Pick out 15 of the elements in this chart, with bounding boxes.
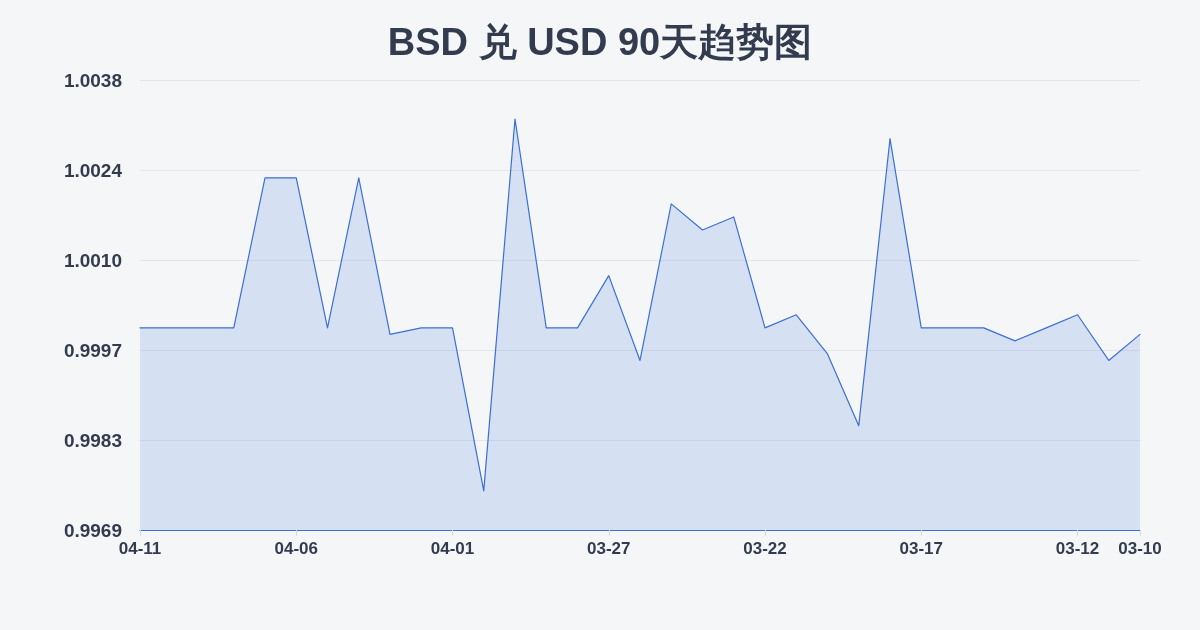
- y-tick-label: 0.9983: [63, 429, 122, 451]
- y-tick-label: 1.0010: [63, 249, 122, 271]
- chart-title: BSD 兑 USD 90天趋势图: [387, 21, 813, 63]
- y-tick-label: 0.9997: [63, 339, 122, 361]
- y-tick-label: 1.0024: [63, 159, 123, 181]
- x-tick-label: 03-10: [1118, 539, 1162, 558]
- x-tick-label: 03-22: [743, 539, 787, 558]
- x-tick-label: 04-06: [274, 539, 318, 558]
- x-tick-label: 03-17: [899, 539, 943, 558]
- x-tick-label: 03-27: [587, 539, 631, 558]
- y-tick-label: 0.9969: [63, 519, 122, 541]
- x-tick-label: 04-11: [118, 539, 162, 558]
- y-tick-label: 1.0038: [63, 69, 122, 91]
- x-tick-label: 03-12: [1055, 539, 1100, 558]
- x-tick-label: 04-01: [430, 539, 475, 558]
